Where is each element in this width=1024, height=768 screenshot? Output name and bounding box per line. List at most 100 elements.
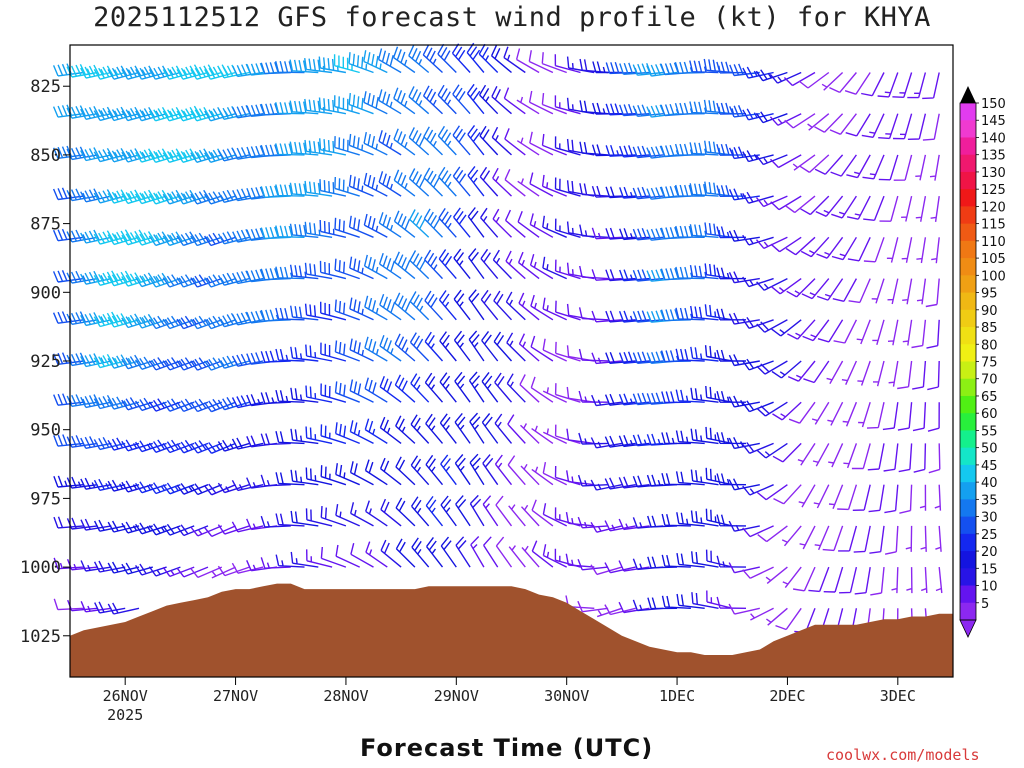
wind-barb [755,236,788,250]
wind-barb [334,217,360,238]
wind-barb [93,394,126,410]
wind-barb [480,248,499,280]
wind-barb [507,414,526,444]
wind-barb [916,278,927,305]
wind-barb [121,439,153,452]
wind-barb [260,185,291,198]
wind-barb [742,566,774,579]
wind-barb [455,536,471,568]
wind-barb [828,484,844,510]
wind-barb [408,86,430,115]
wind-barb [493,331,513,362]
wind-barb [520,423,540,444]
wind-barb [728,312,760,325]
wind-barb [379,334,402,362]
wind-barb [378,171,402,197]
x-tick-label: 29NOV [434,687,479,705]
wind-barb [260,61,291,75]
wind-barb [831,236,858,261]
wind-barb [505,250,526,280]
wind-barb [490,45,512,74]
wind-barb [742,317,774,329]
wind-barb [675,471,705,486]
wind-barb [660,144,691,158]
wind-barb [162,231,195,247]
wind-barb [363,213,388,238]
x-tick-label: 30NOV [544,687,589,705]
wind-barb [661,554,691,568]
wind-barb [334,340,360,362]
colorbar-label: 85 [981,321,998,336]
wind-barb [519,374,540,403]
x-tick-label: 3DEC [880,687,916,705]
y-tick-label: 900 [30,283,61,303]
wind-barb [190,566,223,579]
wind-barb [676,593,705,609]
wind-barb [906,567,913,594]
wind-barb [516,96,540,115]
wind-barb [246,227,278,241]
wind-barb [190,357,223,371]
wind-barb [814,154,844,175]
colorbar-label: 115 [981,218,1006,233]
wind-barb [392,46,416,74]
wind-barb [816,278,844,301]
wind-barb [135,148,167,163]
wind-barb [393,169,416,197]
wind-barb [771,319,802,337]
colorbar-label: 80 [981,338,998,353]
wind-barb [93,189,126,204]
colorbar-swatch [960,395,976,414]
wind-barb [453,207,471,238]
wind-barb [528,90,554,115]
wind-barb [494,454,513,486]
wind-barb [901,237,913,263]
wind-barb [318,97,347,115]
colorbar-swatch [960,137,976,156]
wind-barb [822,525,844,552]
colorbar-label: 150 [981,97,1006,112]
wind-barb [334,136,360,156]
wind-barb [334,381,360,403]
wind-barb [884,484,899,514]
wind-barb [674,61,705,74]
wind-barb [479,125,499,156]
wind-barb [135,313,167,329]
wind-barb [148,106,181,122]
wind-barb [554,383,581,403]
wind-barb [515,48,540,74]
wind-barb [107,270,140,287]
wind-barb [478,43,499,73]
wind-barb [675,266,705,280]
wind-barb [468,330,485,362]
wind-barb [852,484,871,511]
colorbar-swatch [960,171,976,190]
wind-barb [728,146,760,160]
wind-barb [410,373,430,403]
wind-barb [646,392,678,405]
wind-barb [916,237,927,264]
wind-barb [290,428,319,445]
wind-barb [861,72,885,97]
wind-barb [349,297,374,321]
wind-barb [363,254,388,280]
colorbar-label: 135 [981,149,1006,164]
colorbar-label: 140 [981,131,1006,146]
wind-barb [646,227,678,241]
wind-barb [80,64,112,79]
wind-barb [334,299,360,321]
wind-barb [437,125,457,156]
wind-barb [320,383,347,403]
wind-barb [289,223,319,238]
colorbar-swatch [960,327,976,345]
wind-barb [871,278,885,304]
colorbar-swatch [960,275,976,294]
wind-barb [162,106,195,122]
wind-barb [689,101,719,115]
wind-barb [829,113,857,135]
wind-barb [422,85,443,115]
x-tick-label: 27NOV [213,687,258,705]
wind-barb [439,413,457,444]
colorbar-swatch [960,223,976,242]
wind-barb [190,274,223,288]
